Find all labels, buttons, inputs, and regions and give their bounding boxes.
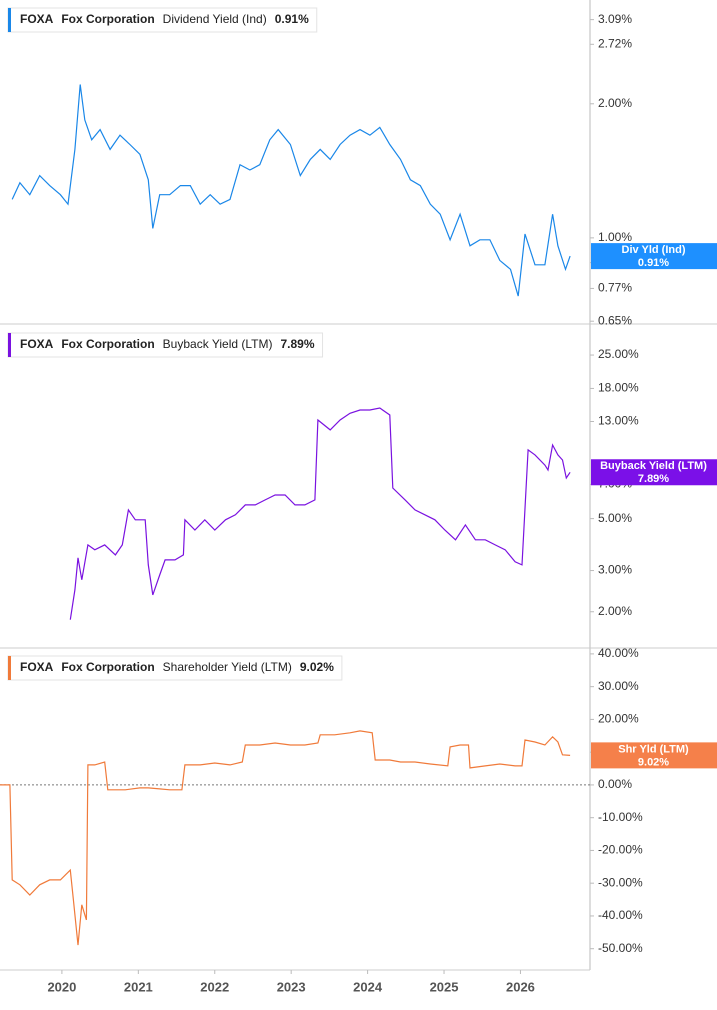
y-tick-label: 5.00% (598, 511, 632, 525)
y-tick-label: 0.77% (598, 281, 632, 295)
x-tick-label: 2023 (277, 979, 306, 994)
y-tick-label: 20.00% (598, 712, 639, 726)
ticker: FOXA (20, 660, 54, 674)
series-line (0, 730, 571, 946)
value-badge (591, 742, 717, 769)
y-tick-label: 2.72% (598, 36, 632, 50)
legend-value: 7.89% (281, 337, 315, 351)
ticker: FOXA (20, 337, 54, 351)
badge-name: Buyback Yield (LTM) (600, 460, 707, 472)
legend-value: 9.02% (300, 660, 334, 674)
y-tick-label: 30.00% (598, 679, 639, 693)
value-badge (591, 459, 717, 486)
x-tick-label: 2026 (506, 979, 535, 994)
legend: FOXA Fox Corporation Dividend Yield (Ind) 0… (7, 7, 318, 33)
y-tick-label: -20.00% (598, 843, 643, 857)
x-tick-label: 2022 (200, 979, 229, 994)
badge-value: 0.91% (638, 257, 669, 269)
y-tick-label: 25.00% (598, 347, 639, 361)
x-tick-label: 2024 (353, 979, 383, 994)
legend: FOXA Fox Corporation Buyback Yield (LTM) 7.… (7, 332, 324, 358)
y-tick-label: 0.65% (598, 313, 632, 327)
series-name: Buyback Yield (LTM) (163, 337, 273, 351)
badge-value: 9.02% (638, 756, 669, 768)
legend-box (7, 332, 324, 358)
y-tick-label: 2.00% (598, 96, 632, 110)
y-tick-label: 3.09% (598, 12, 632, 26)
badge-value: 7.89% (638, 473, 669, 485)
legend: FOXA Fox Corporation Shareholder Yield (LT… (7, 655, 343, 681)
y-tick-label: 18.00% (598, 381, 639, 395)
y-tick-label: -10.00% (598, 810, 643, 824)
legend-swatch (8, 8, 11, 32)
y-tick-label: 40.00% (598, 646, 639, 660)
company: Fox Corporation (61, 337, 154, 351)
series-name: Dividend Yield (Ind) (163, 12, 267, 26)
company: Fox Corporation (61, 660, 154, 674)
y-tick-label: 3.00% (598, 563, 632, 577)
value-badge (591, 243, 717, 270)
x-tick-label: 2025 (430, 979, 459, 994)
legend-box (7, 655, 343, 681)
badge-name: Div Yld (Ind) (622, 244, 686, 256)
y-tick-label: -50.00% (598, 941, 643, 955)
badge-name: Shr Yld (LTM) (618, 743, 689, 755)
company: Fox Corporation (61, 12, 154, 26)
y-tick-label: 0.00% (598, 777, 632, 791)
y-tick-label: -30.00% (598, 875, 643, 889)
x-tick-label: 2020 (47, 979, 76, 994)
legend-box (7, 7, 318, 33)
y-tick-label: -40.00% (598, 908, 643, 922)
legend-swatch (8, 656, 11, 680)
y-tick-label: 1.00% (598, 230, 632, 244)
legend-value: 0.91% (275, 12, 309, 26)
series-line (69, 407, 571, 620)
x-tick-label: 2021 (124, 979, 153, 994)
legend-swatch (8, 333, 11, 357)
series-line (11, 84, 571, 297)
y-tick-label: 13.00% (598, 414, 639, 428)
series-name: Shareholder Yield (LTM) (163, 660, 292, 674)
ticker: FOXA (20, 12, 54, 26)
y-tick-label: 2.00% (598, 604, 632, 618)
